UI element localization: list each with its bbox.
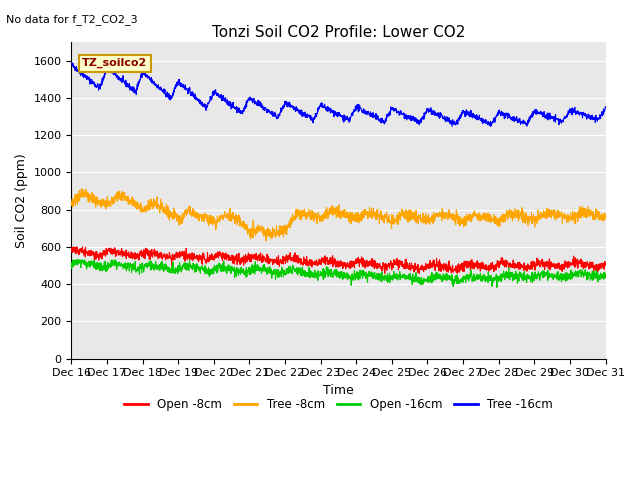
- Title: Tonzi Soil CO2 Profile: Lower CO2: Tonzi Soil CO2 Profile: Lower CO2: [212, 24, 465, 39]
- Legend: Open -8cm, Tree -8cm, Open -16cm, Tree -16cm: Open -8cm, Tree -8cm, Open -16cm, Tree -…: [119, 394, 557, 416]
- X-axis label: Time: Time: [323, 384, 354, 397]
- Text: TZ_soilco2: TZ_soilco2: [82, 58, 147, 68]
- Text: No data for f_T2_CO2_3: No data for f_T2_CO2_3: [6, 14, 138, 25]
- Y-axis label: Soil CO2 (ppm): Soil CO2 (ppm): [15, 153, 28, 248]
